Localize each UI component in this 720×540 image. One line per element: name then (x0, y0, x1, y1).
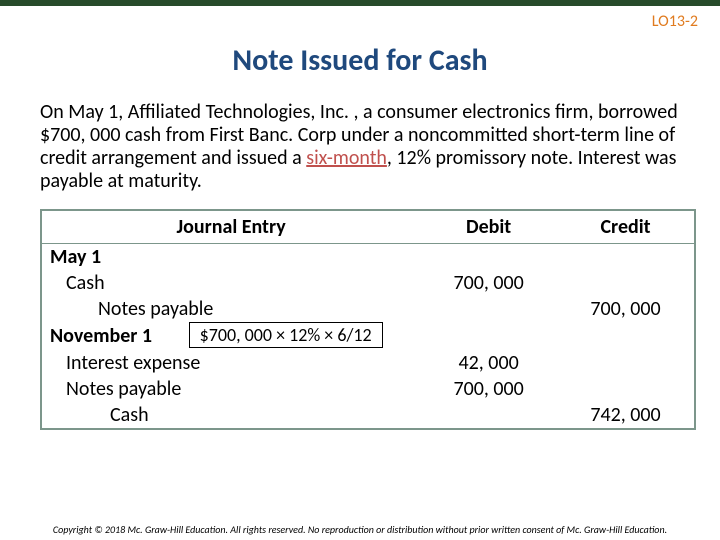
table-header-row: Journal Entry Debit Credit (42, 211, 694, 244)
account-name: Interest expense (50, 351, 200, 375)
debit-cell (420, 296, 557, 322)
account-name: Notes payable (50, 297, 213, 321)
debit-cell: 700, 000 (420, 270, 557, 296)
slide-title: Note Issued for Cash (18, 42, 702, 79)
debit-cell (420, 322, 557, 350)
debit-cell: 42, 000 (420, 350, 557, 376)
debit-cell (420, 402, 557, 428)
table-row: November 1 $700, 000 × 12% × 6/12 (42, 322, 694, 350)
learning-objective-tag: LO13-2 (652, 12, 698, 31)
table-row: Cash 742, 000 (42, 402, 694, 428)
debit-cell (420, 244, 557, 271)
table-row: Interest expense 42, 000 (42, 350, 694, 376)
credit-cell (557, 376, 694, 402)
header-credit: Credit (557, 211, 694, 244)
credit-cell (557, 322, 694, 350)
entry-date: November 1 (50, 324, 152, 348)
table-row: Notes payable 700, 000 (42, 376, 694, 402)
header-debit: Debit (420, 211, 557, 244)
account-name: Notes payable (50, 377, 181, 401)
credit-cell: 700, 000 (557, 296, 694, 322)
table-row: Notes payable 700, 000 (42, 296, 694, 322)
account-name: Cash (50, 271, 105, 295)
credit-cell: 742, 000 (557, 402, 694, 428)
copyright-notice: Copyright © 2018 Mc. Graw-Hill Education… (0, 523, 720, 536)
table-row: Cash 700, 000 (42, 270, 694, 296)
entry-date: May 1 (50, 245, 101, 269)
journal-entry-table-wrap: Journal Entry Debit Credit May 1 Cash 70… (40, 209, 696, 430)
body-emphasis: six-month (306, 146, 387, 170)
credit-cell (557, 244, 694, 271)
credit-cell (557, 270, 694, 296)
header-journal-entry: Journal Entry (42, 211, 420, 244)
slide: LO13-2 Note Issued for Cash On May 1, Af… (0, 0, 720, 540)
body-paragraph: On May 1, Affiliated Technologies, Inc. … (18, 101, 702, 193)
journal-entry-table: Journal Entry Debit Credit May 1 Cash 70… (42, 211, 694, 428)
credit-cell (557, 350, 694, 376)
table-row: May 1 (42, 244, 694, 271)
calculation-callout: $700, 000 × 12% × 6/12 (189, 322, 383, 348)
account-name: Cash (50, 403, 149, 427)
debit-cell: 700, 000 (420, 376, 557, 402)
top-accent-bar (0, 0, 720, 6)
